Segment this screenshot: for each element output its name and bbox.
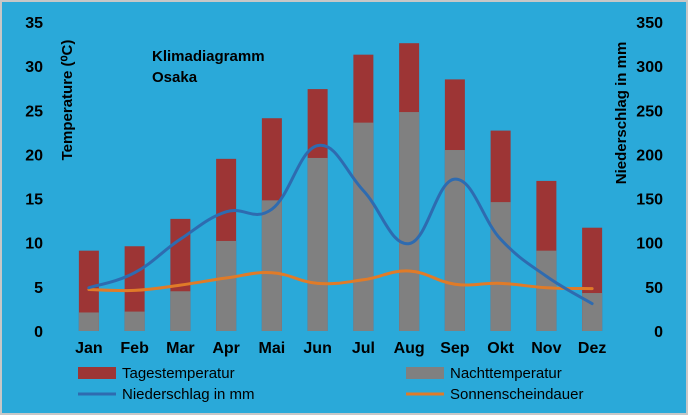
left-tick-10: 10 (25, 236, 43, 253)
bar-nachttemperatur-jul (353, 122, 374, 331)
x-tick-mai: Mai (259, 340, 286, 357)
y-axis-left-title: Temperature (⁰C) (59, 40, 76, 161)
line-niederschlag (87, 144, 594, 306)
right-tick-350: 350 (636, 15, 663, 32)
x-tick-aug: Aug (394, 340, 425, 357)
left-tick-30: 30 (25, 59, 43, 76)
x-tick-labels: Jan Feb Mar Apr Mai Jun Jul Aug Sep Okt Nov Dez (75, 340, 606, 357)
x-tick-jul: Jul (352, 340, 375, 357)
bar-nachttemperatur-okt (490, 202, 511, 331)
right-tick-100: 100 (636, 236, 663, 253)
left-tick-35: 35 (25, 15, 43, 32)
chart-title-line-1: Klimadiagramm (152, 48, 265, 65)
left-tick-25: 25 (25, 103, 43, 120)
x-tick-feb: Feb (120, 340, 149, 357)
left-tick-0: 0 (34, 324, 43, 341)
line-layer (87, 144, 594, 306)
legend-label-niederschlag: Niederschlag in mm (122, 386, 255, 403)
x-tick-jan: Jan (75, 340, 103, 357)
left-tick-15: 15 (25, 192, 43, 209)
bar-nachttemperatur-sep (444, 150, 465, 331)
legend-label-sonnenscheindauer: Sonnenscheindauer (450, 386, 583, 403)
x-tick-okt: Okt (487, 340, 514, 357)
chart-title-line-2: Osaka (152, 69, 198, 86)
x-tick-sep: Sep (440, 340, 470, 357)
x-tick-mar: Mar (166, 340, 194, 357)
bar-nachttemperatur-aug (399, 112, 420, 332)
bar-nachttemperatur-feb (124, 311, 145, 331)
line-sonnenscheindauer (87, 269, 594, 293)
x-tick-jun: Jun (303, 340, 331, 357)
x-tick-nov: Nov (531, 340, 561, 357)
x-tick-dez: Dez (578, 340, 606, 357)
left-tick-20: 20 (25, 147, 43, 164)
bar-nachttemperatur-mai (261, 200, 282, 331)
y-axis-right-title: Niederschlag in mm (613, 42, 630, 185)
bar-nachttemperatur-nov (536, 250, 557, 331)
left-tick-labels: 0 5 10 15 20 25 30 35 (25, 15, 43, 341)
bar-nachttemperatur-jun (307, 157, 328, 331)
legend-label-tagestemperatur: Tagestemperatur (122, 365, 235, 382)
right-tick-250: 250 (636, 103, 663, 120)
bar-nachttemperatur-dez (582, 293, 603, 331)
legend-label-nachttemperatur: Nachttemperatur (450, 365, 562, 382)
right-tick-300: 300 (636, 59, 663, 76)
right-tick-200: 200 (636, 147, 663, 164)
bar-nachttemperatur-jan (78, 312, 99, 331)
bar-nachttemperatur-apr (216, 240, 237, 331)
right-tick-50: 50 (645, 280, 663, 297)
bar-tagestemperatur-feb (124, 246, 145, 331)
x-tick-apr: Apr (212, 340, 240, 357)
bar-nachttemperatur-mar (170, 291, 191, 331)
right-tick-labels: 0 50 100 150 200 250 300 350 (636, 15, 663, 341)
legend: Tagestemperatur Nachttemperatur Niedersc… (78, 365, 583, 403)
right-tick-150: 150 (636, 192, 663, 209)
right-tick-0: 0 (654, 324, 663, 341)
left-tick-5: 5 (34, 280, 43, 297)
legend-swatch-nachttemperatur (406, 367, 444, 379)
legend-swatch-tagestemperatur (78, 367, 116, 379)
